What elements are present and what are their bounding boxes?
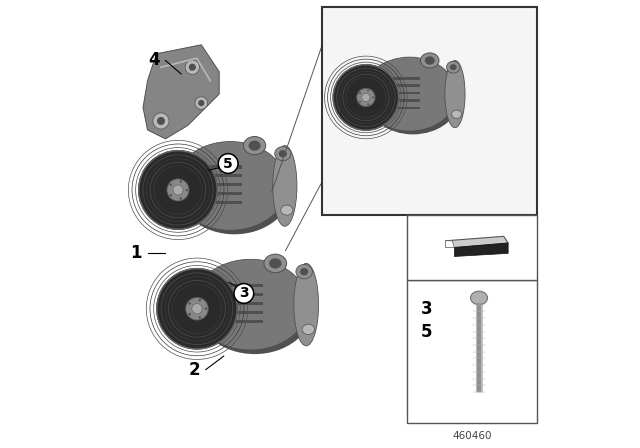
Ellipse shape xyxy=(139,151,218,229)
Ellipse shape xyxy=(362,93,370,102)
Polygon shape xyxy=(445,237,508,247)
FancyBboxPatch shape xyxy=(190,192,243,195)
Circle shape xyxy=(218,154,238,173)
Ellipse shape xyxy=(362,57,457,131)
Ellipse shape xyxy=(193,259,308,350)
FancyBboxPatch shape xyxy=(209,293,263,296)
Ellipse shape xyxy=(157,117,165,125)
FancyBboxPatch shape xyxy=(190,183,243,186)
Ellipse shape xyxy=(273,146,297,226)
Ellipse shape xyxy=(425,56,435,65)
Ellipse shape xyxy=(153,113,169,129)
Ellipse shape xyxy=(205,307,207,310)
FancyBboxPatch shape xyxy=(407,280,538,423)
FancyBboxPatch shape xyxy=(376,92,420,95)
Ellipse shape xyxy=(179,197,182,200)
Ellipse shape xyxy=(333,65,399,130)
Ellipse shape xyxy=(186,297,208,320)
Ellipse shape xyxy=(356,88,375,107)
Text: 5: 5 xyxy=(223,156,233,171)
Ellipse shape xyxy=(296,264,312,279)
Ellipse shape xyxy=(367,103,369,105)
Ellipse shape xyxy=(192,304,202,314)
Ellipse shape xyxy=(174,142,287,230)
Ellipse shape xyxy=(197,263,312,354)
Ellipse shape xyxy=(170,184,172,186)
Text: 2: 2 xyxy=(189,361,200,379)
Ellipse shape xyxy=(470,291,488,305)
Ellipse shape xyxy=(173,185,183,195)
Text: 5: 5 xyxy=(421,323,432,340)
Ellipse shape xyxy=(185,60,200,74)
Circle shape xyxy=(234,284,253,303)
Polygon shape xyxy=(454,243,508,256)
Ellipse shape xyxy=(367,90,369,91)
Ellipse shape xyxy=(170,194,172,196)
Ellipse shape xyxy=(359,101,361,103)
Ellipse shape xyxy=(281,205,293,215)
Ellipse shape xyxy=(198,100,204,106)
FancyBboxPatch shape xyxy=(209,302,263,305)
FancyBboxPatch shape xyxy=(209,320,263,323)
FancyBboxPatch shape xyxy=(376,107,420,109)
Text: 3: 3 xyxy=(421,300,433,318)
Ellipse shape xyxy=(167,179,189,201)
Polygon shape xyxy=(143,45,220,139)
FancyBboxPatch shape xyxy=(407,215,538,280)
FancyBboxPatch shape xyxy=(376,99,420,102)
Text: 460460: 460460 xyxy=(452,431,492,441)
FancyBboxPatch shape xyxy=(323,7,538,215)
FancyBboxPatch shape xyxy=(209,284,263,287)
Ellipse shape xyxy=(294,263,319,346)
FancyBboxPatch shape xyxy=(190,201,243,204)
FancyBboxPatch shape xyxy=(376,77,420,80)
Ellipse shape xyxy=(264,254,287,273)
Ellipse shape xyxy=(366,60,460,134)
Ellipse shape xyxy=(188,302,191,305)
Ellipse shape xyxy=(302,324,314,335)
Ellipse shape xyxy=(279,150,287,157)
Ellipse shape xyxy=(359,92,361,94)
Ellipse shape xyxy=(269,258,282,268)
Ellipse shape xyxy=(189,64,196,71)
Polygon shape xyxy=(445,241,454,247)
Text: 4: 4 xyxy=(148,52,160,69)
FancyBboxPatch shape xyxy=(190,165,243,168)
Ellipse shape xyxy=(452,110,461,118)
Ellipse shape xyxy=(420,53,439,68)
Ellipse shape xyxy=(198,299,201,302)
Ellipse shape xyxy=(447,61,460,73)
FancyBboxPatch shape xyxy=(209,311,263,314)
Ellipse shape xyxy=(243,137,266,155)
Text: 1: 1 xyxy=(131,244,142,262)
Ellipse shape xyxy=(248,141,260,151)
Ellipse shape xyxy=(188,313,191,315)
Ellipse shape xyxy=(445,60,465,128)
Text: 3: 3 xyxy=(239,286,249,301)
Ellipse shape xyxy=(157,269,237,349)
Ellipse shape xyxy=(450,64,457,70)
Ellipse shape xyxy=(198,316,201,319)
Ellipse shape xyxy=(275,146,291,161)
Ellipse shape xyxy=(186,189,188,191)
Ellipse shape xyxy=(372,96,374,99)
Ellipse shape xyxy=(179,180,182,183)
FancyBboxPatch shape xyxy=(190,174,243,177)
Ellipse shape xyxy=(300,268,308,276)
Ellipse shape xyxy=(178,146,291,234)
FancyBboxPatch shape xyxy=(376,84,420,87)
Ellipse shape xyxy=(195,97,207,109)
